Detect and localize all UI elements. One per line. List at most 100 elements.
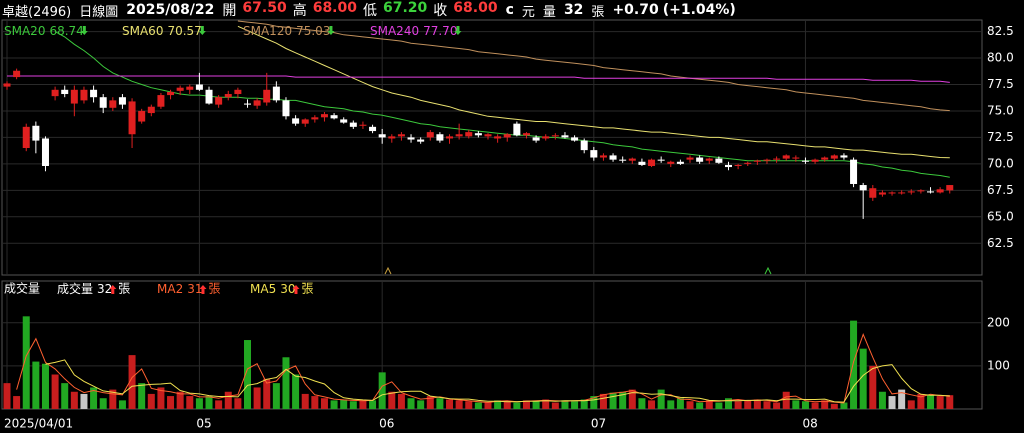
- volume-bar: [676, 398, 684, 409]
- candle-body: [513, 123, 521, 136]
- candle-body: [811, 159, 819, 162]
- volume-bar: [927, 395, 935, 409]
- volume-bar: [465, 401, 473, 409]
- candle-body: [292, 118, 300, 124]
- volume-bar: [821, 400, 829, 409]
- candle-body: [465, 132, 473, 137]
- volume-bar: [61, 383, 69, 409]
- volume-bar: [599, 393, 607, 409]
- volume-bar: [888, 396, 896, 409]
- legend-value: 68.74: [49, 24, 83, 38]
- ma-line: [237, 25, 950, 159]
- quotes: 開 67.50 高 68.00 低 67.20 收 68.00: [222, 0, 497, 20]
- volume-bar: [763, 401, 771, 409]
- volume-bar: [734, 401, 742, 409]
- volume-bar: [128, 355, 136, 409]
- legend-name: 成交量: [57, 281, 93, 296]
- unit-mark: c: [505, 2, 514, 18]
- change: +0.70: [612, 2, 659, 18]
- trend-arrow: [292, 285, 300, 294]
- candle-body: [176, 87, 184, 91]
- volume-bar: [715, 402, 723, 409]
- ma-line: [237, 20, 950, 112]
- candle-body: [946, 185, 954, 191]
- y-tick-label: 72.5: [987, 130, 1014, 144]
- candle-body: [503, 134, 511, 138]
- candle-body: [609, 155, 617, 160]
- x-tick-label: 2025/04/01: [4, 417, 73, 431]
- candle-body: [157, 95, 165, 107]
- volume-bar: [388, 391, 396, 409]
- legend-value: 70.57: [167, 24, 201, 38]
- y-tick-label: 200: [987, 315, 1010, 329]
- volume-bar: [725, 398, 732, 409]
- legend-name: MA2: [157, 282, 183, 296]
- quote-label: 高: [292, 3, 307, 19]
- candle-body: [859, 185, 867, 191]
- candle-body: [927, 191, 935, 193]
- volume-bar: [263, 378, 271, 409]
- volume-bar: [782, 391, 790, 409]
- volume-unit: 張: [591, 4, 605, 20]
- trend-arrow: [199, 285, 207, 294]
- candle-body: [90, 89, 98, 98]
- legend-name: SMA20: [4, 24, 45, 38]
- candle-body: [571, 137, 579, 141]
- volume-bar: [753, 399, 761, 409]
- volume-bar: [474, 402, 482, 409]
- candle-body: [301, 119, 309, 124]
- volume-bar: [109, 389, 117, 409]
- volume-bar: [898, 389, 906, 409]
- candle-body: [70, 89, 78, 104]
- ma-line: [54, 31, 950, 178]
- volume-bar: [292, 374, 300, 409]
- quote-value: 67.50: [242, 0, 287, 16]
- candle-body: [522, 133, 530, 136]
- candle-body: [215, 97, 223, 105]
- candle-body: [580, 140, 588, 151]
- volume-bar: [561, 400, 569, 409]
- volume-bar: [455, 400, 463, 409]
- volume-bar: [503, 401, 511, 409]
- volume-bar: [773, 402, 781, 409]
- candle-body: [628, 158, 636, 161]
- volume-bar: [446, 399, 454, 409]
- candle-body: [667, 161, 675, 164]
- candle-body: [657, 159, 665, 161]
- volume-bar: [195, 398, 203, 409]
- marker: [764, 266, 772, 275]
- legend-label: SMA60 70.57: [122, 24, 202, 38]
- y-tick-label: 80.0: [987, 51, 1014, 65]
- candle-body: [263, 89, 271, 103]
- candle-body: [253, 100, 261, 106]
- volume-bar: [70, 391, 78, 409]
- ma-line: [16, 333, 950, 404]
- volume-bar: [426, 396, 434, 409]
- volume-bar: [436, 398, 444, 409]
- candle-body: [484, 134, 492, 137]
- candle-body: [388, 136, 396, 139]
- volume-bar: [32, 361, 40, 409]
- candle-body: [205, 89, 213, 104]
- candle-body: [359, 124, 367, 126]
- candle-body: [551, 135, 559, 137]
- x-tick-label: 08: [802, 417, 817, 431]
- volume-bar: [850, 320, 858, 409]
- candle-body: [744, 162, 752, 164]
- volume-panel: [1, 280, 983, 410]
- volume-bar: [840, 402, 848, 409]
- volume-bar: [936, 396, 944, 409]
- volume-bar: [619, 391, 627, 409]
- candle-body: [590, 150, 598, 158]
- legend-unit: 張: [208, 282, 220, 296]
- x-tick-label: 05: [196, 417, 211, 431]
- candle-body: [282, 100, 290, 117]
- volume-bar: [378, 372, 386, 409]
- volume-bar: [580, 399, 588, 409]
- candle-body: [167, 91, 175, 96]
- candle-body: [619, 159, 627, 161]
- candle-body: [369, 126, 377, 132]
- volume-bar: [99, 398, 107, 409]
- date: 2025/08/22: [126, 2, 215, 18]
- candle-body: [676, 161, 684, 164]
